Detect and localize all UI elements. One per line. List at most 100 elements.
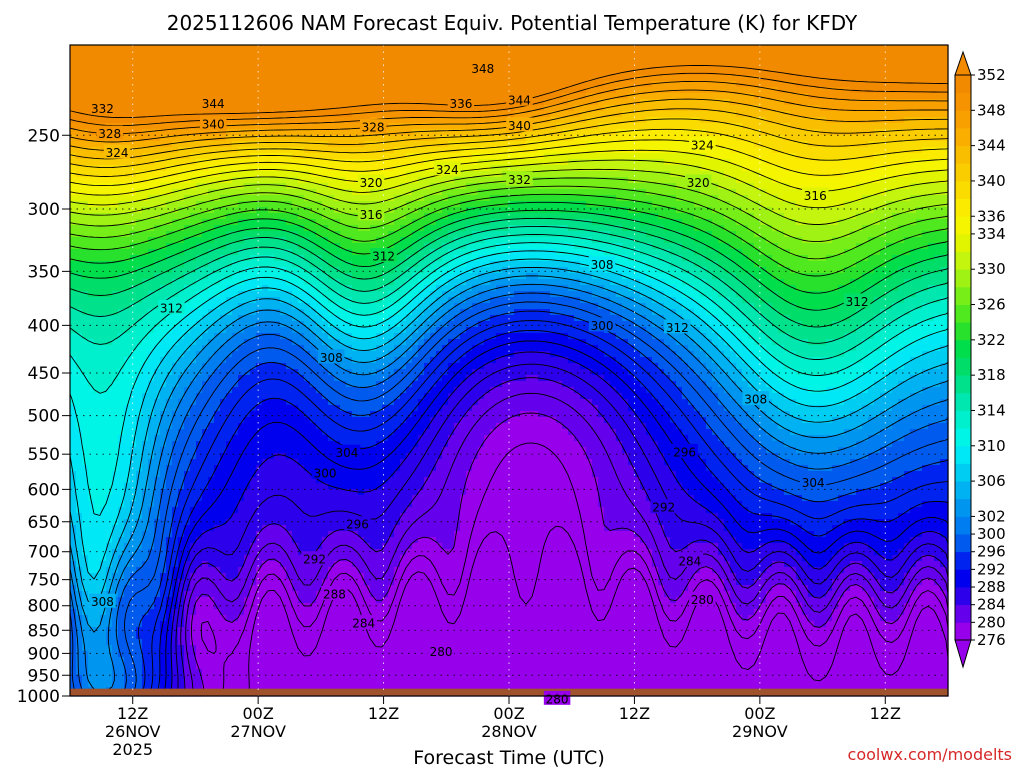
field-cell [172, 507, 191, 514]
field-cell [466, 225, 509, 232]
field-cell [604, 249, 641, 256]
field-cell [70, 555, 77, 562]
field-cell [208, 285, 227, 292]
field-cell [616, 333, 653, 340]
field-cell [184, 669, 203, 676]
field-cell [196, 399, 221, 406]
isotherm-314 [69, 234, 949, 360]
field-cell [880, 585, 899, 592]
field-cell [430, 327, 437, 334]
field-cell [172, 417, 185, 424]
field-cell [916, 339, 949, 346]
field-cell [790, 111, 949, 118]
field-cell [640, 417, 671, 424]
field-cell [610, 423, 647, 430]
field-cell [166, 441, 173, 448]
field-cell [808, 561, 827, 568]
field-cell [214, 603, 245, 610]
contour-label-bg [89, 100, 116, 115]
field-cell [70, 591, 77, 598]
field-cell [82, 633, 107, 640]
field-cell [232, 333, 257, 340]
field-cell [70, 597, 77, 604]
field-cell [430, 249, 449, 256]
field-cell [868, 255, 893, 262]
field-cell [136, 321, 161, 328]
field-cell [448, 231, 473, 238]
field-cell [646, 189, 701, 196]
field-cell [406, 351, 419, 358]
field-cell [184, 591, 251, 598]
isotherm-292 [155, 329, 949, 697]
field-cell [76, 537, 83, 544]
field-cell [694, 573, 719, 580]
field-cell [466, 243, 497, 250]
field-cell [868, 543, 905, 550]
field-cell [706, 153, 749, 160]
field-cell [730, 345, 749, 352]
field-cell [730, 147, 773, 154]
field-cell [904, 609, 949, 616]
field-cell [454, 267, 473, 274]
isotherm-316 [69, 225, 949, 344]
contour-label-bg [350, 615, 377, 630]
field-cell [124, 363, 143, 370]
field-cell [418, 399, 449, 406]
field-cell [838, 369, 869, 376]
field-cell [718, 183, 755, 190]
field-cell [406, 153, 473, 160]
contour-label-bg [799, 474, 827, 489]
field-cell [238, 507, 407, 514]
field-cell [742, 543, 761, 550]
field-cell [406, 417, 431, 424]
field-cell [76, 363, 125, 370]
credit-link[interactable]: coolwx.com/modelts [848, 745, 1012, 764]
field-cell [472, 303, 599, 310]
field-cell [784, 279, 851, 286]
field-cell [394, 195, 425, 202]
field-cell [316, 423, 401, 430]
field-cell [202, 315, 221, 322]
field-cell [430, 303, 443, 310]
colorbar-band-334 [955, 216, 971, 235]
field-cell [142, 459, 149, 466]
colorbar-arrow-top [954, 50, 972, 76]
field-cell [916, 207, 949, 214]
field-cell [94, 339, 113, 346]
field-cell [322, 543, 371, 550]
field-cell [202, 561, 209, 568]
field-cell [730, 531, 815, 538]
field-cell [82, 579, 107, 586]
field-cell [172, 639, 179, 646]
field-cell [766, 117, 827, 124]
field-cell [460, 147, 539, 154]
field-cell [478, 453, 587, 460]
field-cell [868, 417, 899, 424]
field-cell [220, 363, 257, 370]
field-cell [922, 579, 935, 586]
field-cell [172, 531, 185, 538]
field-cell [166, 561, 179, 568]
field-cell [496, 333, 569, 340]
field-cell [478, 189, 647, 196]
field-cell [844, 543, 869, 550]
y-tick-label: 350 [28, 262, 60, 282]
field-cell [220, 399, 263, 406]
field-cell [898, 333, 929, 340]
field-cell [454, 177, 521, 184]
field-cell [184, 195, 221, 202]
field-cell [190, 213, 227, 220]
field-cell [634, 297, 653, 304]
field-cell [946, 327, 949, 334]
contour-label-bg [843, 293, 871, 308]
field-cell [148, 333, 167, 340]
field-cell [892, 273, 923, 280]
field-cell [904, 237, 949, 244]
field-cell [412, 285, 425, 292]
field-cell [154, 597, 167, 604]
field-cell [472, 465, 593, 472]
field-cell [160, 393, 173, 400]
isotherm-280 [190, 412, 949, 697]
field-cell [490, 315, 575, 322]
